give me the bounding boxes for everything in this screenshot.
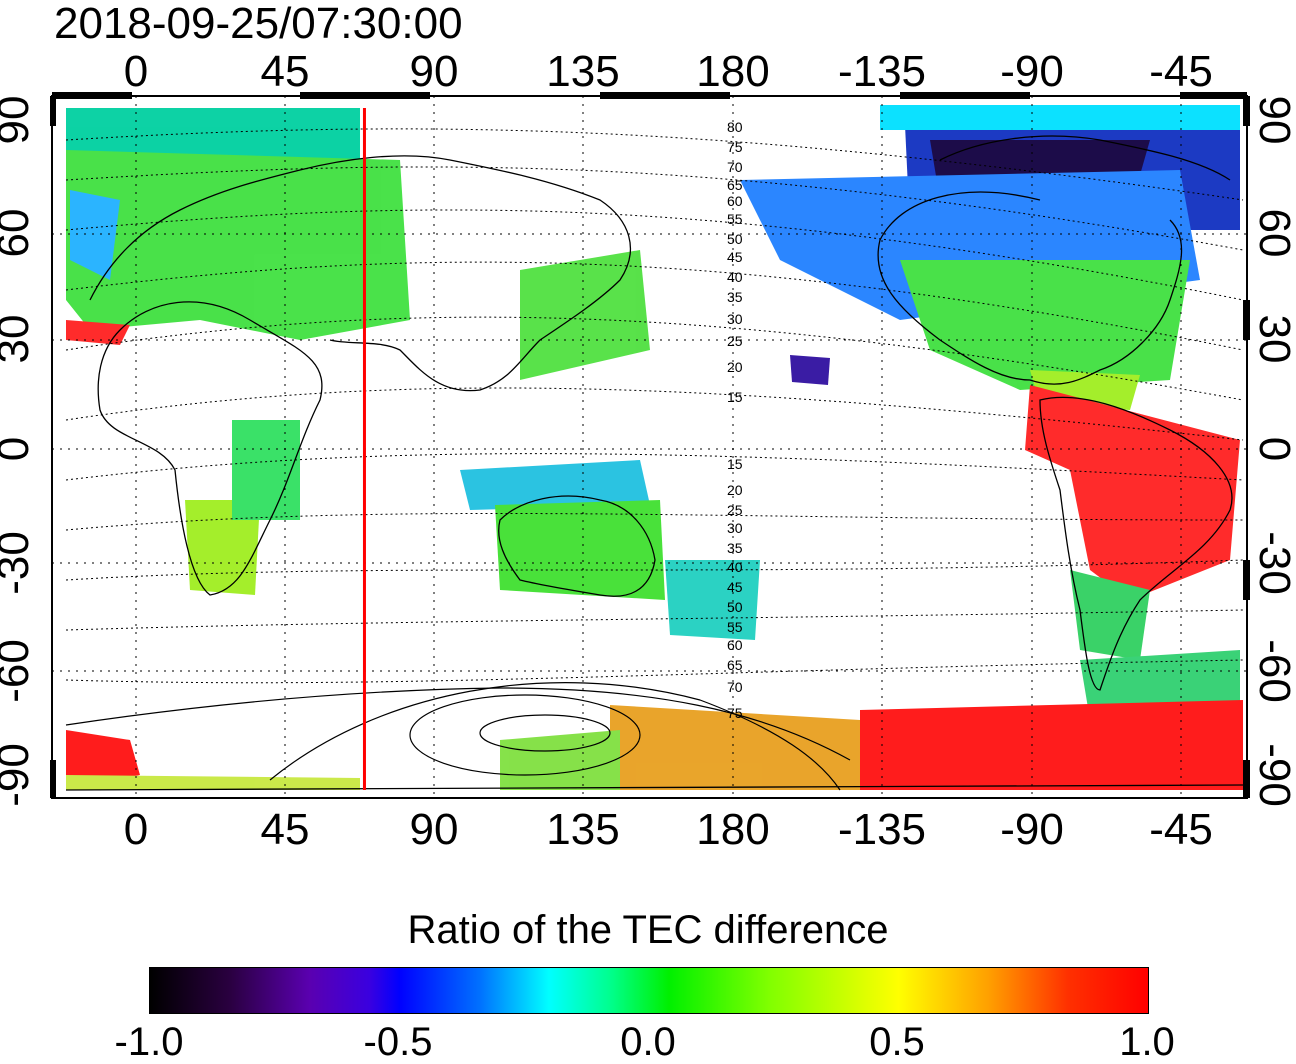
ratio-patch-iberia [66, 320, 130, 345]
x-tick-label: -135 [837, 805, 927, 854]
contour-label: 35 [727, 540, 743, 556]
contour-label: 55 [727, 619, 743, 635]
x-tick-label: 135 [546, 805, 620, 854]
x-tick-label: -45 [1149, 805, 1213, 854]
x-tick-label: 180 [696, 805, 770, 854]
ratio-patch-antarctica-edge [66, 775, 360, 790]
contour-label: 40 [727, 269, 743, 285]
colorbar-tick-label: 0.5 [869, 1020, 925, 1064]
colorbar-tick-label: -1.0 [114, 1020, 184, 1064]
ratio-patch-antarctica-center [500, 730, 620, 790]
ratio-patch-antarctica-east [610, 705, 860, 790]
contour-label: 40 [727, 559, 743, 575]
contour-label: 20 [727, 482, 743, 498]
contour-labels-south: 15 20 25 30 35 40 45 50 55 60 65 70 75 [727, 456, 743, 721]
colorbar-tick-label: -0.5 [363, 1020, 433, 1064]
contour-label: 75 [727, 139, 743, 155]
x-tick-label: -45 [1149, 47, 1213, 96]
contour-label: 45 [727, 249, 743, 265]
ratio-patch-africa-south [185, 500, 260, 595]
contour-label: 20 [727, 359, 743, 375]
colorbar-tick-label: 1.0 [1119, 1020, 1175, 1064]
contour-label: 45 [727, 579, 743, 595]
ratio-patch-patagonia [1070, 570, 1150, 660]
contour-label: 30 [727, 520, 743, 536]
x-tick-label: 45 [260, 805, 310, 854]
ratio-patch-europe-blue [70, 190, 120, 280]
x-tick-label: 90 [409, 805, 459, 854]
x-tick-label: -90 [1000, 47, 1064, 96]
contour-label: 50 [727, 231, 743, 247]
contour-label: 80 [727, 119, 743, 135]
contour-labels-north: 80 75 70 65 60 55 50 45 40 35 30 25 20 1… [727, 119, 743, 405]
contour-label: 65 [727, 177, 743, 193]
contour-label: 70 [727, 679, 743, 695]
contour-label: 25 [727, 333, 743, 349]
contour-label: 30 [727, 311, 743, 327]
contour-label: 50 [727, 599, 743, 615]
x-tick-label: 0 [123, 47, 149, 96]
x-tick-label: 135 [546, 47, 620, 96]
ratio-patch-nz [665, 560, 760, 640]
ratio-patch-usa [900, 260, 1190, 390]
x-tick-label: 0 [123, 805, 149, 854]
contour-label: 60 [727, 637, 743, 653]
ratio-patch-africa-east [232, 420, 300, 520]
ratio-patch-antarctica-west [860, 700, 1243, 790]
contour-label: 60 [727, 193, 743, 209]
ratio-patch-arctic-cyan [880, 105, 1240, 130]
magnetic-latitude-contours [65, 128, 1244, 684]
contour-label: 75 [727, 705, 743, 721]
tec-ratio-map: 80 75 70 65 60 55 50 45 40 35 30 25 20 1… [50, 92, 1250, 799]
ratio-patch-antarctica-left [66, 730, 140, 790]
ratio-patch-indonesia [460, 460, 650, 510]
x-tick-label: -135 [837, 47, 927, 96]
frame-tick-bars [50, 92, 1250, 798]
contour-label: 25 [727, 502, 743, 518]
coastlines [65, 135, 1244, 791]
x-tick-label: -90 [1000, 805, 1064, 854]
x-tick-label: 90 [409, 47, 459, 96]
contour-label: 70 [727, 159, 743, 175]
ratio-patch-hawaii [790, 355, 830, 385]
colorbar-tick-label: 0.0 [620, 1020, 676, 1064]
contour-label: 35 [727, 289, 743, 305]
contour-label: 65 [727, 657, 743, 673]
ratio-patch-europe [66, 150, 410, 340]
timestamp-title: 2018-09-25/07:30:00 [54, 0, 463, 48]
ratio-patch-australia [495, 500, 665, 600]
contour-label: 15 [727, 389, 743, 405]
contour-label: 15 [727, 456, 743, 472]
contour-label: 55 [727, 211, 743, 227]
coordinate-grid [52, 96, 1247, 798]
x-tick-label: 45 [260, 47, 310, 96]
colorbar [149, 967, 1149, 1014]
x-tick-label: 180 [696, 47, 770, 96]
colorbar-title: Ratio of the TEC difference [407, 908, 889, 952]
